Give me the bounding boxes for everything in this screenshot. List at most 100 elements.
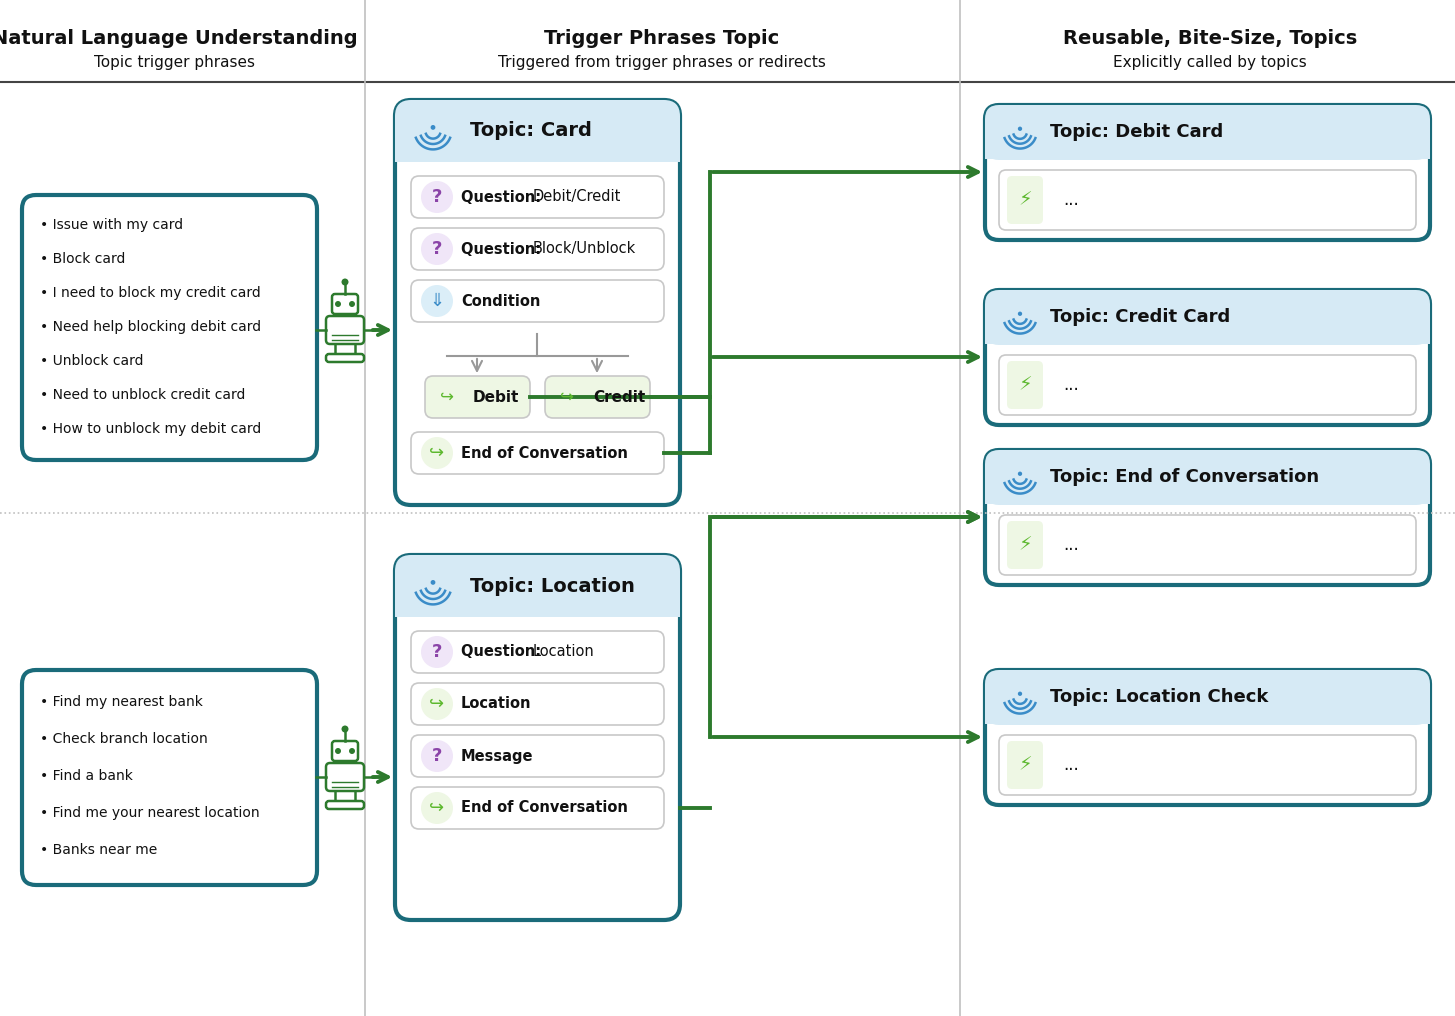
FancyBboxPatch shape [326, 354, 364, 362]
FancyBboxPatch shape [1007, 741, 1043, 789]
Circle shape [431, 125, 435, 130]
Bar [394, 131, 679, 162]
Circle shape [1018, 312, 1023, 316]
Circle shape [420, 636, 453, 668]
Text: Topic trigger phrases: Topic trigger phrases [95, 55, 256, 69]
FancyBboxPatch shape [410, 176, 663, 218]
Text: Question:: Question: [461, 242, 546, 256]
FancyBboxPatch shape [985, 105, 1430, 160]
Text: • Check branch location: • Check branch location [39, 732, 208, 746]
Circle shape [335, 748, 340, 754]
FancyBboxPatch shape [985, 105, 1430, 240]
FancyBboxPatch shape [1000, 735, 1416, 795]
Circle shape [553, 383, 581, 411]
Text: ...: ... [1064, 536, 1078, 554]
Text: Block/Unblock: Block/Unblock [533, 242, 636, 256]
Text: Location: Location [533, 644, 594, 659]
Text: ⚡: ⚡ [1018, 535, 1032, 555]
Text: ?: ? [432, 643, 442, 661]
Bar [394, 586, 679, 617]
Text: • Find me your nearest location: • Find me your nearest location [39, 806, 259, 820]
FancyBboxPatch shape [410, 280, 663, 322]
Circle shape [1018, 471, 1023, 475]
FancyBboxPatch shape [425, 376, 530, 418]
Circle shape [1018, 127, 1023, 131]
Bar [985, 317, 1430, 344]
Circle shape [420, 740, 453, 772]
FancyBboxPatch shape [394, 555, 679, 617]
Circle shape [1002, 299, 1037, 335]
FancyBboxPatch shape [1000, 170, 1416, 230]
Circle shape [420, 233, 453, 265]
Circle shape [342, 725, 349, 733]
Text: • Find my nearest bank: • Find my nearest bank [39, 695, 202, 709]
Circle shape [420, 437, 453, 469]
FancyBboxPatch shape [332, 294, 358, 314]
Text: Explicitly called by topics: Explicitly called by topics [1113, 55, 1307, 69]
FancyBboxPatch shape [1007, 176, 1043, 224]
FancyBboxPatch shape [1000, 515, 1416, 575]
Text: Question:: Question: [461, 644, 546, 659]
Text: ?: ? [432, 188, 442, 206]
FancyBboxPatch shape [410, 683, 663, 725]
FancyBboxPatch shape [326, 763, 364, 791]
Circle shape [413, 566, 453, 606]
Circle shape [1018, 692, 1023, 696]
Text: End of Conversation: End of Conversation [461, 801, 629, 816]
Text: End of Conversation: End of Conversation [461, 445, 629, 460]
Text: Triggered from trigger phrases or redirects: Triggered from trigger phrases or redire… [498, 55, 826, 69]
Text: ↪: ↪ [439, 388, 454, 406]
Text: Debit: Debit [473, 389, 519, 404]
Circle shape [420, 285, 453, 317]
Circle shape [349, 301, 355, 307]
Circle shape [420, 792, 453, 824]
Circle shape [420, 688, 453, 720]
Text: • Unblock card: • Unblock card [39, 354, 144, 368]
Text: ⚡: ⚡ [1018, 756, 1032, 774]
Text: Condition: Condition [461, 294, 540, 309]
Circle shape [335, 301, 340, 307]
Text: ...: ... [1064, 376, 1078, 394]
Text: • Need to unblock credit card: • Need to unblock credit card [39, 388, 246, 402]
FancyBboxPatch shape [326, 801, 364, 809]
Text: ...: ... [1064, 756, 1078, 774]
Text: ?: ? [432, 747, 442, 765]
FancyBboxPatch shape [985, 450, 1430, 505]
FancyBboxPatch shape [22, 670, 317, 885]
FancyBboxPatch shape [985, 450, 1430, 585]
Text: • Banks near me: • Banks near me [39, 843, 157, 858]
Text: Question:: Question: [461, 190, 546, 204]
Text: ↪: ↪ [429, 799, 445, 817]
FancyBboxPatch shape [326, 316, 364, 344]
FancyBboxPatch shape [985, 670, 1430, 805]
Text: Topic: Debit Card: Topic: Debit Card [1051, 123, 1224, 141]
Text: Topic: Credit Card: Topic: Credit Card [1051, 308, 1231, 326]
FancyBboxPatch shape [985, 670, 1430, 725]
Text: • How to unblock my debit card: • How to unblock my debit card [39, 422, 262, 436]
Bar [985, 697, 1430, 724]
Circle shape [420, 181, 453, 213]
Text: Debit/Credit: Debit/Credit [533, 190, 621, 204]
FancyBboxPatch shape [410, 787, 663, 829]
Text: ↪: ↪ [429, 695, 445, 713]
FancyBboxPatch shape [546, 376, 650, 418]
Text: ?: ? [432, 240, 442, 258]
Text: • Issue with my card: • Issue with my card [39, 218, 183, 232]
Circle shape [1002, 679, 1037, 715]
Bar [985, 132, 1430, 158]
FancyBboxPatch shape [985, 290, 1430, 425]
Text: ...: ... [1064, 191, 1078, 209]
FancyBboxPatch shape [394, 100, 679, 505]
Bar [985, 477, 1430, 504]
Text: Location: Location [461, 697, 531, 711]
FancyBboxPatch shape [410, 631, 663, 673]
Text: Topic: Location: Topic: Location [470, 576, 634, 595]
Text: • Need help blocking debit card: • Need help blocking debit card [39, 320, 260, 334]
FancyBboxPatch shape [1007, 361, 1043, 409]
FancyBboxPatch shape [410, 432, 663, 474]
Text: ↪: ↪ [429, 444, 445, 462]
Text: ⚡: ⚡ [1018, 376, 1032, 394]
Text: • I need to block my credit card: • I need to block my credit card [39, 285, 260, 300]
Text: Natural Language Understanding: Natural Language Understanding [0, 28, 358, 48]
FancyBboxPatch shape [394, 100, 679, 162]
